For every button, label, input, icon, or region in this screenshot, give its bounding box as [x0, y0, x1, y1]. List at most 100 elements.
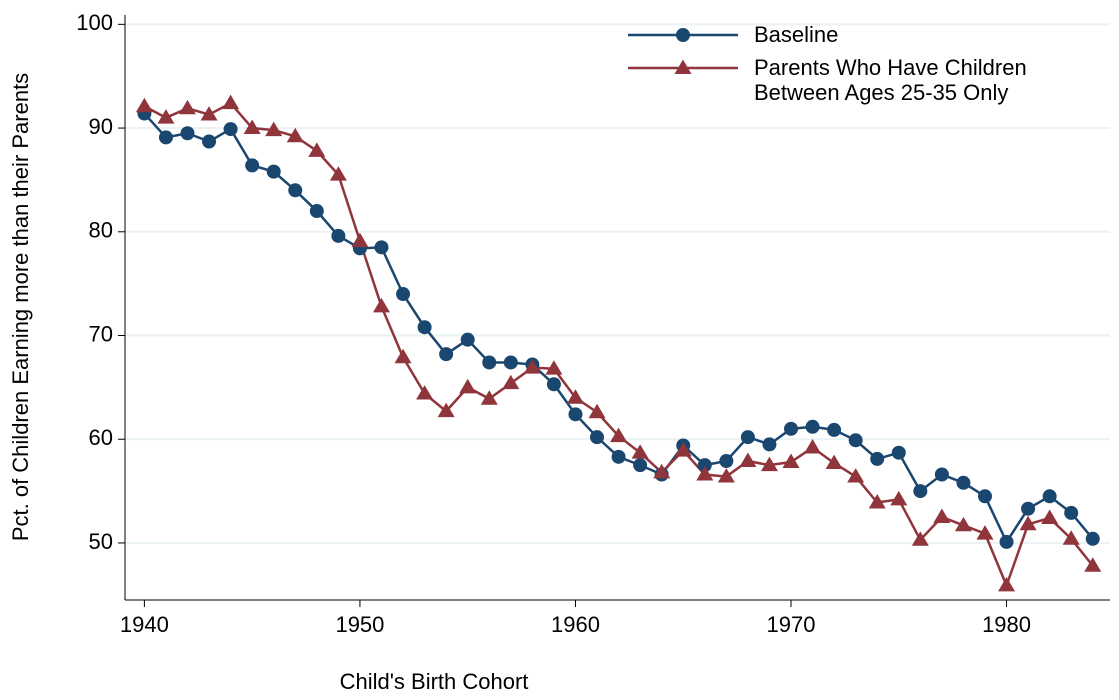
marker: [158, 130, 173, 145]
legend-entry: Baseline: [628, 22, 1104, 47]
legend-label: Baseline: [754, 22, 839, 47]
marker: [179, 99, 197, 115]
marker: [308, 142, 326, 157]
marker: [1062, 530, 1080, 545]
marker: [568, 407, 583, 422]
marker: [804, 439, 822, 454]
marker: [202, 134, 217, 149]
legend-entry: Parents Who Have Children Between Ages 2…: [628, 55, 1104, 105]
legend-label: Parents Who Have Children Between Ages 2…: [754, 55, 1027, 105]
series-line: [143, 112, 1094, 545]
marker: [911, 531, 929, 546]
marker: [717, 468, 735, 483]
marker: [394, 348, 412, 364]
marker: [288, 183, 303, 198]
marker: [611, 449, 626, 464]
marker: [180, 126, 195, 141]
marker: [870, 451, 885, 466]
marker: [416, 385, 434, 400]
y-tick-label: 80: [89, 218, 113, 243]
marker: [868, 494, 886, 509]
legend-key: [628, 59, 738, 74]
marker: [566, 389, 584, 404]
marker: [674, 59, 692, 74]
marker: [697, 458, 712, 473]
marker: [590, 430, 605, 445]
marker: [480, 390, 498, 405]
marker: [503, 355, 518, 370]
marker: [266, 164, 281, 179]
x-tick-label: 1980: [982, 612, 1031, 637]
marker: [546, 377, 561, 392]
marker: [482, 355, 497, 370]
marker: [676, 28, 690, 42]
marker: [200, 106, 218, 121]
y-tick-label: 90: [89, 114, 113, 139]
marker: [351, 232, 369, 248]
marker: [805, 419, 820, 434]
y-tick-label: 60: [89, 425, 113, 450]
marker: [222, 94, 240, 110]
marker: [374, 240, 389, 255]
marker: [1041, 509, 1059, 525]
marker: [1019, 515, 1037, 531]
marker: [827, 422, 842, 437]
marker: [523, 359, 541, 374]
marker: [977, 489, 992, 504]
marker: [784, 421, 799, 436]
series-line: [143, 101, 1094, 589]
x-axis-label: Child's Birth Cohort: [340, 669, 529, 694]
marker: [719, 454, 734, 469]
x-tick-label: 1960: [551, 612, 600, 637]
legend-key: [628, 28, 738, 42]
marker: [999, 534, 1014, 549]
x-tick-label: 1940: [120, 612, 169, 637]
marker: [1064, 505, 1079, 520]
x-tick-label: 1950: [335, 612, 384, 637]
marker: [460, 332, 475, 347]
marker: [890, 490, 908, 506]
marker: [998, 576, 1016, 592]
marker: [309, 204, 324, 219]
marker: [502, 374, 520, 390]
marker: [329, 166, 347, 181]
marker: [674, 442, 692, 457]
y-tick-label: 100: [76, 10, 113, 35]
marker: [396, 287, 411, 302]
y-tick-label: 50: [89, 529, 113, 554]
marker: [588, 403, 606, 419]
marker: [696, 465, 714, 481]
marker: [1021, 501, 1036, 516]
marker: [286, 127, 304, 143]
marker: [762, 437, 777, 452]
marker: [633, 458, 648, 473]
marker: [417, 320, 432, 335]
marker: [1084, 557, 1102, 572]
y-tick-label: 70: [89, 321, 113, 346]
marker: [891, 445, 906, 460]
marker: [653, 463, 671, 479]
marker: [437, 402, 455, 418]
marker: [1085, 531, 1100, 546]
marker: [439, 347, 454, 362]
marker: [243, 119, 261, 135]
marker: [331, 228, 346, 243]
marker: [976, 525, 994, 540]
marker: [135, 97, 153, 113]
marker: [760, 456, 778, 472]
marker: [245, 158, 260, 173]
marker: [157, 109, 175, 124]
marker: [545, 360, 563, 375]
x-tick-label: 1970: [767, 612, 816, 637]
marker: [848, 433, 863, 448]
marker: [372, 297, 390, 313]
marker: [1042, 489, 1057, 504]
legend: Baseline Parents Who Have Children Betwee…: [628, 22, 1104, 113]
marker: [610, 427, 628, 443]
marker: [954, 516, 972, 532]
marker: [934, 467, 949, 482]
marker: [933, 508, 951, 523]
marker: [847, 468, 865, 483]
marker: [740, 430, 755, 445]
